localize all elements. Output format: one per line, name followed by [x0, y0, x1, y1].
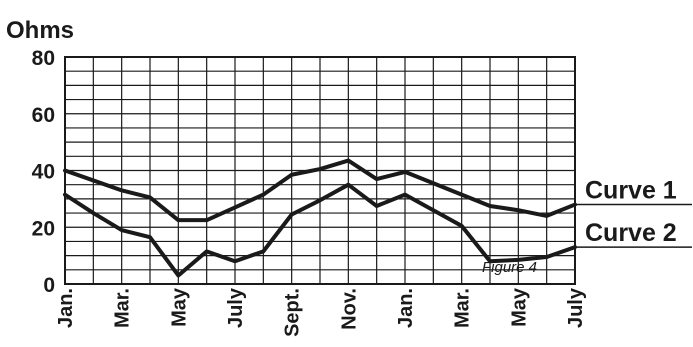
- y-axis-title: Ohms: [6, 17, 74, 44]
- x-tick-label: July: [225, 287, 247, 328]
- series-line-curve-1: [63, 158, 577, 223]
- y-tick-label: 40: [32, 161, 55, 184]
- y-tick-label: 80: [32, 47, 55, 70]
- series-line-curve-2: [63, 182, 577, 278]
- x-tick-label: July: [565, 287, 587, 328]
- series-lines: [63, 158, 577, 278]
- y-tick-label: 20: [32, 217, 55, 240]
- x-tick-label: Mar.: [452, 288, 474, 328]
- x-tick-label: Mar.: [112, 288, 134, 328]
- series-label: Curve 1: [585, 177, 677, 205]
- x-tick-label: Jan.: [395, 288, 417, 328]
- y-tick-label: 60: [32, 104, 55, 127]
- y-tick-labels: 0 20 40 60 80: [32, 47, 55, 297]
- x-tick-label: Nov.: [338, 288, 360, 330]
- series-labels: Curve 1 Curve 2: [575, 177, 692, 248]
- x-tick-label: May: [168, 287, 190, 327]
- x-tick-label: May: [508, 287, 530, 327]
- x-tick-label: Sept.: [282, 288, 304, 337]
- x-tick-label: Jan.: [55, 288, 77, 328]
- figure-annotation: Figure 4: [482, 259, 537, 276]
- series-label: Curve 2: [585, 219, 677, 247]
- x-tick-labels: Jan. Mar. May July Sept. Nov. Jan. Mar. May July: [55, 287, 587, 337]
- y-tick-label: 0: [43, 274, 55, 297]
